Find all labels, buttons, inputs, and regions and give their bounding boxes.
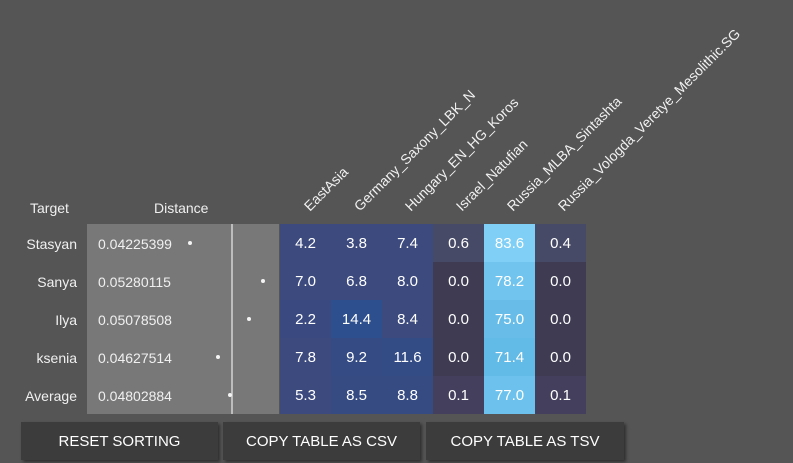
- heatmap-cell: 8.0: [382, 262, 433, 300]
- heatmap-cell: 11.6: [382, 338, 433, 376]
- heatmap-cell: 0.0: [433, 338, 484, 376]
- heatmap-cell: 0.6: [433, 224, 484, 262]
- heatmap-cell: 0.1: [433, 376, 484, 414]
- reset-sorting-button[interactable]: RESET SORTING: [21, 422, 218, 460]
- heatmap-cell: 8.5: [331, 376, 382, 414]
- distance-marker-dot: [261, 279, 265, 283]
- heatmap-cell: 8.8: [382, 376, 433, 414]
- row-label-ksenia: ksenia: [36, 350, 77, 366]
- heatmap-cell: 0.4: [535, 224, 586, 262]
- heatmap-cell: 0.0: [535, 338, 586, 376]
- distance-column-header[interactable]: Distance: [154, 200, 209, 216]
- heatmap-cell: 5.3: [280, 376, 331, 414]
- heatmap-cell: 9.2: [331, 338, 382, 376]
- heatmap-cell: 8.4: [382, 300, 433, 338]
- heatmap-cell: 4.2: [280, 224, 331, 262]
- heatmap-cell: 0.1: [535, 376, 586, 414]
- heatmap-cell: 7.4: [382, 224, 433, 262]
- heatmap-cell: 0.0: [433, 262, 484, 300]
- row-label-ilya: Ilya: [55, 312, 77, 328]
- heatmap-cell: 14.4: [331, 300, 382, 338]
- distance-bar-area: [87, 224, 279, 414]
- heatmap-cell: 71.4: [484, 338, 535, 376]
- heatmap-cell: 0.0: [535, 262, 586, 300]
- target-column-header[interactable]: Target: [30, 200, 69, 216]
- copy-tsv-button[interactable]: COPY TABLE AS TSV: [426, 422, 624, 460]
- distance-marker-dot: [188, 241, 192, 245]
- distance-value: 0.05280115: [98, 274, 171, 290]
- row-label-stasyan: Stasyan: [26, 236, 77, 252]
- heatmap-cell: 7.0: [280, 262, 331, 300]
- heatmap-cell: 6.8: [331, 262, 382, 300]
- heatmap-cell: 83.6: [484, 224, 535, 262]
- row-label-sanya: Sanya: [37, 274, 77, 290]
- heatmap-cell: 7.8: [280, 338, 331, 376]
- heatmap-cell: 78.2: [484, 262, 535, 300]
- distance-value: 0.04225399: [98, 236, 172, 252]
- distance-value: 0.04627514: [98, 350, 172, 366]
- heatmap-cell: 0.0: [535, 300, 586, 338]
- row-label-average: Average: [25, 388, 77, 404]
- distance-value: 0.04802884: [98, 388, 172, 404]
- heatmap-cell: 3.8: [331, 224, 382, 262]
- distance-marker-dot: [247, 317, 252, 321]
- distance-scale-divider: [231, 224, 233, 414]
- col-header-russia-vologda-veretye-mesolithic[interactable]: Russia_Vologda_Veretye_Mesolithic.SG: [554, 25, 744, 215]
- heatmap-cell: 77.0: [484, 376, 535, 414]
- heatmap-cell: 0.0: [433, 300, 484, 338]
- heatmap-cell: 75.0: [484, 300, 535, 338]
- copy-csv-button[interactable]: COPY TABLE AS CSV: [223, 422, 420, 460]
- distance-marker-dot: [227, 393, 232, 397]
- distance-value: 0.05078508: [98, 312, 172, 328]
- col-header-eastasia[interactable]: EastAsia: [300, 163, 352, 214]
- heatmap-cell: 2.2: [280, 300, 331, 338]
- distance-marker-dot: [215, 355, 220, 359]
